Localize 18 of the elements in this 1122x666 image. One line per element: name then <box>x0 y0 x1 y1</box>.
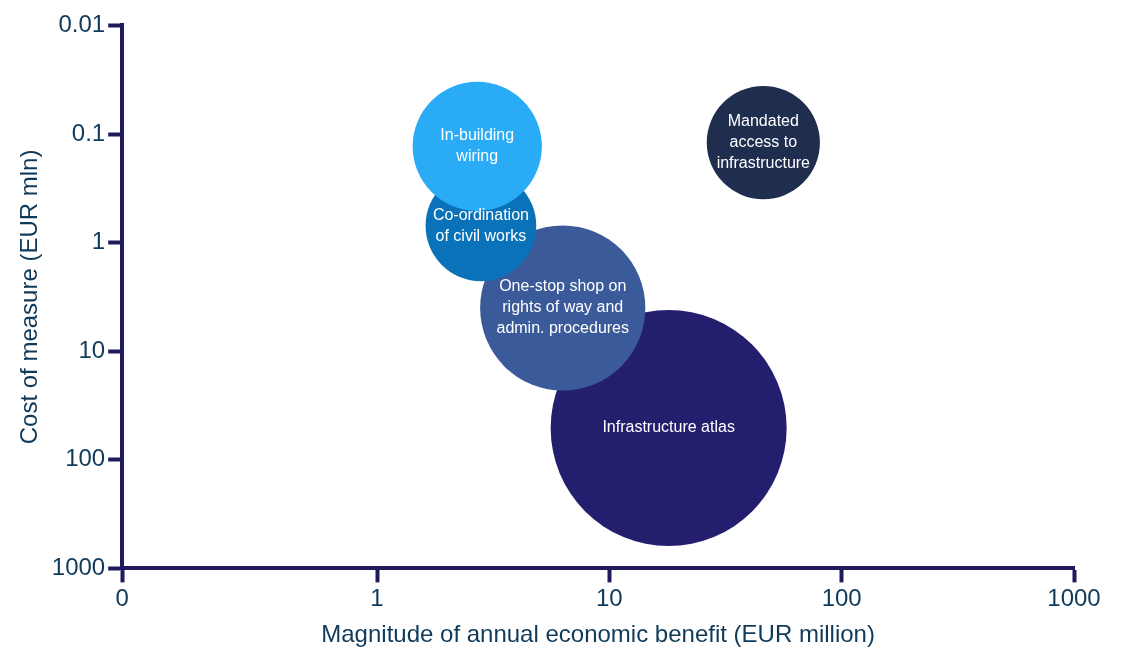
x-tick-label: 1000 <box>1047 584 1101 612</box>
series-label: Infrastructure atlas <box>602 418 735 436</box>
y-tick-label: 1 <box>91 227 106 255</box>
y-tick-label: 0.1 <box>71 118 106 146</box>
x-tick-label: 1 <box>370 584 384 612</box>
y-tick-label: 1000 <box>51 553 106 581</box>
series-label: Co-ordination of civil works <box>432 205 529 244</box>
x-axis-title: Magnitude of annual economic benefit (EUR million) <box>321 620 875 648</box>
y-axis-title: Cost of measure (EUR mln) <box>15 149 43 445</box>
x-tick-label: 100 <box>821 584 862 612</box>
x-tick-label: 10 <box>596 584 623 612</box>
series-label: Mandated access to infrastructure <box>716 112 811 172</box>
series-label: In-building wiring <box>440 126 515 165</box>
x-tick-label: 0 <box>115 584 129 612</box>
y-tick-label: 100 <box>65 444 106 472</box>
y-tick-label: 0.01 <box>58 10 106 38</box>
y-tick-label: 10 <box>78 335 106 363</box>
series-label: One-stop shop on rights of way and admin. procedures <box>496 277 629 337</box>
